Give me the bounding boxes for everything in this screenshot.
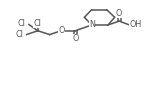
Text: OH: OH — [130, 20, 142, 29]
Text: Cl: Cl — [15, 30, 23, 39]
Text: N: N — [89, 20, 95, 29]
Text: Cl: Cl — [34, 19, 42, 28]
Text: O: O — [116, 9, 122, 18]
Text: O: O — [58, 26, 65, 35]
Text: O: O — [72, 34, 79, 43]
Text: Cl: Cl — [17, 19, 25, 28]
